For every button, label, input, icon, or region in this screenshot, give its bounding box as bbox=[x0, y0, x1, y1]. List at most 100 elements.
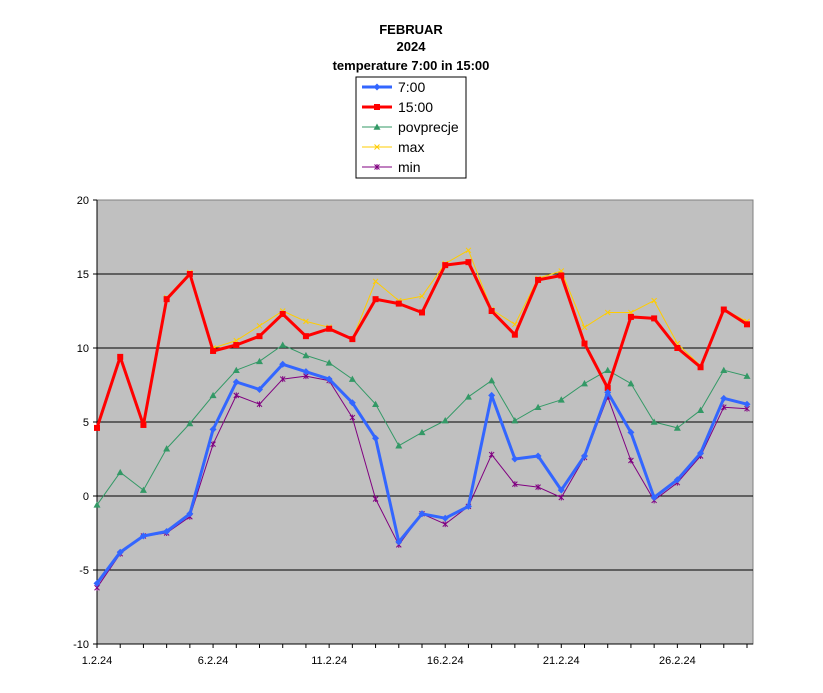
series-povprecje bbox=[93, 341, 751, 508]
data-point-min bbox=[535, 484, 541, 491]
chart-title: FEBRUAR 2024 temperature 7:00 in 15:00 bbox=[333, 22, 490, 73]
data-point-700 bbox=[650, 493, 658, 501]
data-point-povprecje bbox=[256, 357, 263, 365]
data-point-povprecje bbox=[279, 341, 287, 348]
data-point-min bbox=[349, 414, 356, 421]
data-point-max bbox=[256, 322, 263, 329]
data-point-700 bbox=[325, 375, 333, 383]
data-point-1500 bbox=[186, 271, 193, 277]
data-point-povprecje bbox=[139, 486, 147, 493]
legend-label-1500: 15:00 bbox=[398, 99, 433, 115]
data-point-700 bbox=[581, 452, 588, 460]
data-point-1500 bbox=[535, 276, 542, 283]
data-point-povprecje bbox=[93, 501, 101, 508]
data-point-povprecje bbox=[163, 445, 171, 452]
data-point-min bbox=[442, 521, 449, 528]
data-point-1500 bbox=[488, 308, 495, 314]
data-point-700 bbox=[697, 449, 705, 457]
legend-label-max: max bbox=[398, 139, 424, 155]
data-point-min bbox=[210, 441, 216, 448]
data-point-700 bbox=[534, 452, 542, 460]
data-point-1500 bbox=[117, 353, 124, 360]
data-point-700 bbox=[418, 510, 426, 518]
data-point-700 bbox=[348, 399, 356, 407]
data-point-700 bbox=[302, 368, 310, 376]
data-point-povprecje bbox=[464, 393, 472, 400]
data-point-700 bbox=[139, 532, 147, 540]
x-tick-label: 11.2.24 bbox=[311, 655, 347, 667]
data-point-1500 bbox=[302, 333, 309, 340]
data-point-min bbox=[256, 401, 263, 408]
data-point-max bbox=[581, 324, 588, 331]
data-point-povprecje bbox=[720, 366, 728, 373]
data-point-povprecje bbox=[581, 380, 588, 387]
data-point-1500 bbox=[744, 321, 750, 328]
data-point-povprecje bbox=[743, 372, 751, 379]
x-tick-label: 1.2.24 bbox=[82, 655, 113, 667]
data-point-700 bbox=[743, 400, 751, 408]
series-layer bbox=[93, 247, 751, 591]
data-point-povprecje bbox=[186, 419, 194, 427]
legend-label-min: min bbox=[398, 159, 421, 175]
data-point-1500 bbox=[326, 325, 333, 332]
data-point-700 bbox=[511, 455, 519, 463]
data-point-max bbox=[604, 309, 611, 316]
data-point-1500 bbox=[651, 315, 658, 322]
data-point-700 bbox=[627, 428, 635, 436]
data-point-min bbox=[372, 495, 379, 502]
data-point-max bbox=[303, 318, 309, 325]
data-point-povprecje bbox=[488, 377, 496, 384]
data-point-povprecje bbox=[116, 468, 124, 476]
data-point-700 bbox=[372, 434, 380, 442]
data-point-povprecje bbox=[650, 418, 658, 425]
data-point-700 bbox=[256, 385, 263, 393]
legend-marker-min bbox=[374, 164, 380, 170]
data-point-povprecje bbox=[673, 424, 681, 431]
data-point-700 bbox=[488, 391, 496, 399]
data-point-min bbox=[233, 392, 240, 399]
data-point-1500 bbox=[465, 259, 472, 266]
data-point-700 bbox=[116, 548, 124, 556]
data-point-700 bbox=[604, 388, 612, 396]
data-point-povprecje bbox=[627, 380, 635, 387]
data-point-1500 bbox=[279, 310, 286, 317]
legend-marker-700 bbox=[373, 83, 381, 91]
data-point-700 bbox=[163, 528, 171, 536]
data-point-1500 bbox=[163, 296, 170, 303]
data-point-1500 bbox=[349, 336, 356, 343]
data-point-min bbox=[558, 494, 565, 501]
data-point-min bbox=[628, 457, 634, 464]
y-tick-label: 20 bbox=[77, 195, 89, 207]
chart-title-line-3: temperature 7:00 in 15:00 bbox=[333, 58, 490, 73]
data-point-700 bbox=[557, 486, 565, 494]
data-point-700 bbox=[232, 378, 240, 386]
data-point-1500 bbox=[210, 347, 217, 354]
data-point-1500 bbox=[419, 309, 425, 316]
legend-label-700: 7:00 bbox=[398, 79, 425, 95]
chart-title-line-2: 2024 bbox=[397, 39, 427, 54]
data-point-max bbox=[372, 278, 379, 285]
series-1500 bbox=[94, 259, 750, 431]
legend-marker-povprecje bbox=[373, 123, 381, 130]
x-tick-label: 6.2.24 bbox=[198, 655, 229, 667]
data-point-povprecje bbox=[441, 417, 449, 424]
y-tick-label: -5 bbox=[79, 565, 89, 577]
data-point-700 bbox=[464, 502, 472, 510]
data-point-max bbox=[419, 293, 425, 300]
y-tick-label: 5 bbox=[83, 417, 89, 429]
data-point-povprecje bbox=[557, 396, 565, 403]
x-tick-label: 26.2.24 bbox=[659, 655, 696, 667]
data-point-min bbox=[279, 376, 286, 383]
chart-title-line-1: FEBRUAR bbox=[379, 22, 443, 37]
data-point-700 bbox=[279, 360, 287, 368]
legend-label-povprecje: povprecje bbox=[398, 119, 459, 135]
legend-marker-max bbox=[374, 144, 380, 150]
series-700 bbox=[93, 360, 751, 587]
data-point-povprecje bbox=[372, 400, 380, 408]
data-point-1500 bbox=[720, 306, 727, 313]
data-point-povprecje bbox=[209, 391, 217, 399]
data-point-povprecje bbox=[534, 403, 542, 410]
data-point-700 bbox=[209, 425, 217, 433]
y-tick-label: 10 bbox=[77, 343, 89, 355]
